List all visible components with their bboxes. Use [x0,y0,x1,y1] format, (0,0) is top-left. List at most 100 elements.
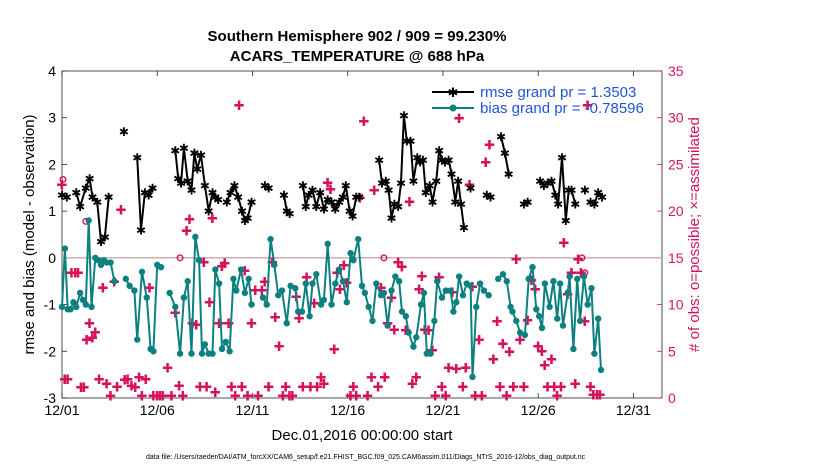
rmse-point: ✱ [144,188,154,202]
bias-point [576,317,584,325]
x-axis-label: Dec.01,2016 00:00:00 start [272,427,454,444]
bias-point [184,278,191,285]
obs-possible-marker: ✚ [588,388,599,403]
bias-point [241,289,249,297]
bias-point [278,287,286,294]
rmse-point: ✱ [347,209,357,223]
obs-possible-marker: ✚ [62,372,73,387]
obs-possible-marker: ✚ [137,389,148,404]
bias-point [546,303,553,311]
rmse-point: ✱ [486,191,496,205]
bias-point [535,313,543,320]
rmse-point: ✱ [466,181,476,195]
y-tick-label: -2 [44,343,57,359]
bias-point [150,348,157,355]
rmse-point: ✱ [226,186,236,200]
obs-possible-marker: ✚ [166,389,177,404]
y-tick-label: -1 [44,297,57,313]
obs-possible-marker: ✚ [122,372,133,387]
obs-possible-marker: ✚ [226,379,237,394]
bias-point [320,296,328,304]
bias-point [453,299,460,306]
rmse-point: ✱ [496,130,506,144]
obs-possible-marker: ✚ [134,370,145,385]
bias-point [384,322,391,329]
bias-point [570,345,577,353]
rmse-point: ✱ [453,174,463,188]
rmse-point: ✱ [170,144,180,158]
rmse-point: ✱ [176,177,186,191]
bias-point [339,278,347,285]
rmse-point: ✱ [246,195,256,209]
rmse-point: ✱ [301,200,311,214]
obs-possible-marker: ✚ [87,331,98,346]
bias-point [188,350,195,357]
bias-point [447,287,454,294]
obs-possible-marker: ✚ [537,344,548,359]
obs-possible-marker: ✚ [407,376,418,391]
bias-point [410,343,417,350]
bias-point [61,245,69,252]
obs-possible-marker: ✚ [316,370,327,385]
y2-tick-label: 15 [668,250,684,266]
obs-possible-marker: ✚ [155,389,166,404]
bias-series [58,217,605,381]
bias-point [513,317,520,325]
obs-possible-marker: ✚ [242,389,253,404]
rmse-point: ✱ [81,181,91,195]
obs-possible-marker: ✚ [341,276,352,291]
bias-point [302,280,310,287]
bias-point [392,273,399,280]
obs-possible-marker: ✚ [400,323,411,338]
legend: ✱ rmse grand pr = 1.3503 bias grand pr =… [432,84,644,117]
bias-point [324,240,331,248]
bias-point [533,306,540,313]
obs-possible-marker: ✚ [144,280,155,295]
rmse-point: ✱ [564,184,574,198]
rmse-point: ✱ [147,181,157,195]
obs-possible-marker: ✚ [338,258,349,273]
obs-possible-marker: ✚ [549,379,560,394]
bias-point [313,271,320,278]
y2-tick-label: 20 [668,203,684,219]
obs-possible-marker: ✚ [366,370,377,385]
bias-point [538,324,546,332]
legend-bias-label: bias grand pr = -0.78596 [480,100,644,117]
obs-possible-marker: ✚ [579,314,590,329]
obs-possible-marker: ✚ [329,342,340,357]
obs-possible-marker: ✚ [373,379,384,394]
bias-point [122,275,130,283]
rmse-point: ✱ [459,221,469,235]
rmse-point: ✱ [326,195,336,209]
x-tick-label: 12/31 [616,402,651,418]
legend-rmse-label: rmse grand pr = 1.3503 [480,84,636,101]
rmse-point: ✱ [140,186,150,200]
rmse-point: ✱ [243,212,253,226]
bias-point [499,271,507,278]
rmse-point: ✱ [427,195,437,209]
obs-possible-marker: ✚ [474,333,485,348]
obs-possible-marker: ✚ [277,389,288,404]
obs-possible-marker: ✚ [335,282,346,297]
rmse-point: ✱ [580,184,590,198]
bias-point [335,266,343,273]
obs-possible-marker: ✚ [477,389,488,404]
rmse-point: ✱ [192,163,202,177]
rmse-point: ✱ [437,153,447,167]
obs-possible-marker: ✚ [595,388,606,403]
obs-possible-marker: ✚ [322,176,333,191]
obs-possible-marker: ✚ [464,177,475,192]
obs-possible-marker: ✚ [105,389,116,404]
bias-point [554,315,561,322]
bias-point [413,334,420,341]
obs-possible-marker: ✚ [393,255,404,270]
bias-point [212,266,219,273]
bias-point [176,350,184,357]
x-axis-ticks: 12/01 12/06 12/11 12/16 12/21 12/26 12/31 [44,71,651,418]
bias-line [124,263,162,353]
bias-point [591,350,598,357]
rmse-line [75,177,110,243]
bias-point [283,320,290,327]
obs-possible-marker: ✚ [140,372,151,387]
rmse-line [282,194,291,215]
